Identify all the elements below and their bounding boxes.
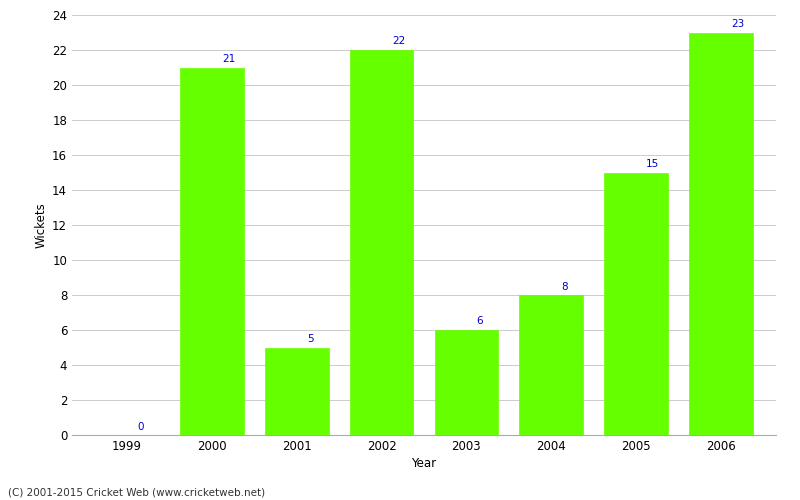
Bar [180, 68, 244, 435]
Bar [350, 50, 414, 435]
Text: 5: 5 [307, 334, 314, 344]
Text: 6: 6 [477, 316, 483, 326]
Text: 23: 23 [731, 19, 744, 29]
Bar [604, 172, 668, 435]
Text: 15: 15 [646, 159, 659, 169]
Text: 8: 8 [562, 282, 568, 292]
Bar [434, 330, 498, 435]
Bar [265, 348, 329, 435]
X-axis label: Year: Year [411, 457, 437, 470]
Bar [519, 295, 583, 435]
Text: 22: 22 [392, 36, 405, 46]
Y-axis label: Wickets: Wickets [35, 202, 48, 248]
Text: (C) 2001-2015 Cricket Web (www.cricketweb.net): (C) 2001-2015 Cricket Web (www.cricketwe… [8, 488, 265, 498]
Bar [689, 32, 753, 435]
Text: 21: 21 [222, 54, 235, 64]
Text: 0: 0 [138, 422, 144, 432]
